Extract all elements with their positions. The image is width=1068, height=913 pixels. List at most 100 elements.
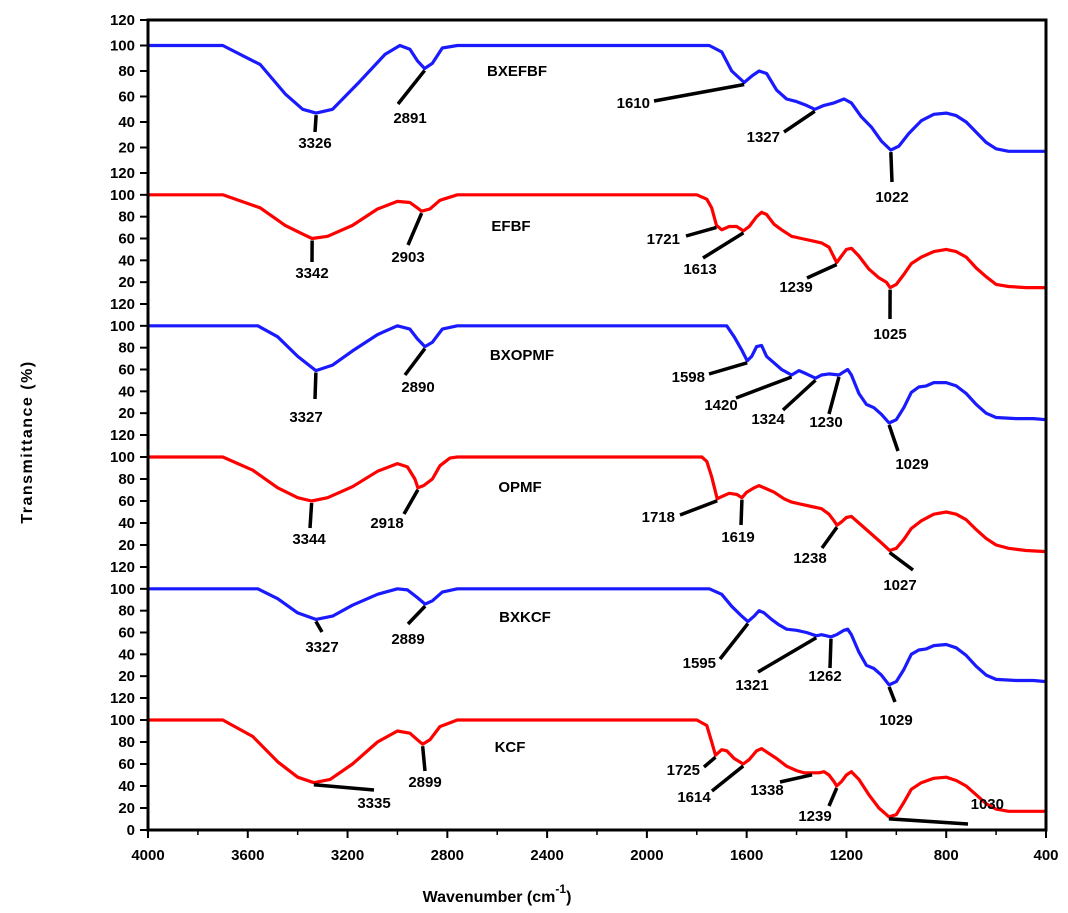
x-tick-label: 4000	[131, 847, 164, 864]
series-line-bxopmf	[146, 324, 1048, 425]
x-tick-label: 2800	[431, 847, 464, 864]
peak-label: 1027	[883, 577, 916, 594]
y-tick-label: 20	[118, 274, 135, 291]
y-tick-label: 80	[118, 209, 135, 226]
peak-leader-line	[702, 231, 745, 260]
sample-label-efbf: EFBF	[491, 218, 530, 235]
x-tick-label: 400	[1033, 847, 1058, 864]
sample-label-opmf: OPMF	[498, 479, 541, 496]
peak-label: 3342	[295, 265, 328, 282]
peak-leader-line	[889, 151, 894, 183]
x-tick-label: 2000	[630, 847, 663, 864]
peak-label: 1022	[875, 189, 908, 206]
peak-label: 3327	[305, 639, 338, 656]
peak-leader-line	[679, 499, 718, 517]
peak-label: 1239	[779, 279, 812, 296]
peak-leader-line	[718, 622, 750, 661]
peak-leader-line	[783, 109, 816, 134]
peak-label: 1262	[808, 668, 841, 685]
y-tick-label: 100	[110, 712, 135, 729]
peak-label: 1721	[647, 231, 680, 248]
peak-label: 1420	[704, 397, 737, 414]
x-axis-title-close: )	[566, 889, 571, 906]
peak-leader-line	[685, 225, 717, 238]
series-line-opmf	[146, 455, 1048, 554]
y-tick-label: 40	[118, 778, 135, 795]
peak-leader-line	[406, 604, 427, 626]
peak-leader-line	[402, 488, 420, 515]
series-line-efbf	[146, 193, 1048, 290]
y-tick-label: 60	[118, 625, 135, 642]
y-tick-label: 100	[110, 318, 135, 335]
series-line-kcf	[146, 718, 1048, 819]
peak-leader-line	[308, 502, 314, 529]
y-tick-label: 60	[118, 493, 135, 510]
peak-label: 2918	[370, 515, 403, 532]
peak-label: 3327	[289, 409, 322, 426]
peak-label: 1025	[873, 326, 906, 343]
peak-label: 1230	[809, 414, 842, 431]
peak-leader-line	[420, 746, 427, 772]
y-tick-label: 60	[118, 89, 135, 106]
y-tick-label: 20	[118, 405, 135, 422]
x-axis-title: Wavenumber (cm-1)	[423, 882, 572, 906]
y-tick-label: 20	[118, 800, 135, 817]
peak-leader-line	[653, 82, 745, 103]
peak-leader-line	[887, 686, 897, 703]
peak-label: 1718	[642, 509, 675, 526]
peak-label: 3326	[298, 135, 331, 152]
y-tick-label: 80	[118, 63, 135, 80]
y-tick-label: 120	[110, 296, 135, 313]
peak-leader-line	[708, 361, 748, 376]
peak-leader-line	[820, 526, 839, 550]
peak-label: 3335	[357, 795, 390, 812]
peak-leader-line	[739, 499, 744, 526]
peak-label: 2903	[391, 249, 424, 266]
x-tick-label: 3600	[231, 847, 264, 864]
y-tick-label: 0	[127, 822, 135, 839]
y-tick-label: 40	[118, 383, 135, 400]
series-line-bxefbf	[146, 43, 1048, 153]
peak-label: 1029	[879, 712, 912, 729]
y-tick-label: 120	[110, 12, 135, 29]
y-tick-label: 120	[110, 559, 135, 576]
peak-label: 2889	[391, 631, 424, 648]
series-line-bxkcf	[146, 587, 1048, 687]
y-tick-label: 100	[110, 187, 135, 204]
x-tick-label: 1200	[830, 847, 863, 864]
peak-label: 1614	[677, 789, 711, 806]
peak-label: 1595	[683, 655, 716, 672]
peak-label: 1598	[672, 369, 705, 386]
y-tick-label: 40	[118, 515, 135, 532]
x-tick-label: 800	[934, 847, 959, 864]
peak-label: 1238	[793, 550, 826, 567]
peak-leader-line	[888, 551, 915, 572]
y-axis-title: Transmittance (%)	[19, 360, 36, 523]
peak-leader-line	[781, 378, 817, 412]
x-tick-label: 1600	[730, 847, 763, 864]
peak-label: 1239	[798, 808, 831, 825]
x-axis-title-superscript: -1	[555, 882, 566, 896]
y-tick-label: 100	[110, 38, 135, 55]
y-tick-label: 40	[118, 252, 135, 269]
y-axis-title-group: Transmittance (%)	[19, 360, 36, 523]
plot-frame	[146, 18, 1048, 832]
y-tick-label: 20	[118, 668, 135, 685]
y-tick-label: 120	[110, 165, 135, 182]
peak-leader-line	[735, 375, 793, 400]
plot-layer: 120 100 80 60 40 20 BXEFBF 3326 2891 1610 1327 1022…	[110, 12, 1059, 864]
peak-label: 1321	[735, 677, 768, 694]
peak-label: 2899	[408, 774, 441, 791]
peak-leader-line	[828, 638, 833, 669]
y-tick-label: 120	[110, 427, 135, 444]
sample-label-bxefbf: BXEFBF	[487, 63, 547, 80]
y-tick-label: 80	[118, 471, 135, 488]
sample-label-kcf: KCF	[495, 739, 526, 756]
sample-label-bxkcf: BXKCF	[499, 609, 551, 626]
peak-leader-line	[313, 782, 375, 792]
x-tick-label: 3200	[331, 847, 364, 864]
peak-leader-line	[710, 764, 745, 793]
y-tick-label: 40	[118, 646, 135, 663]
y-tick-label: 120	[110, 690, 135, 707]
